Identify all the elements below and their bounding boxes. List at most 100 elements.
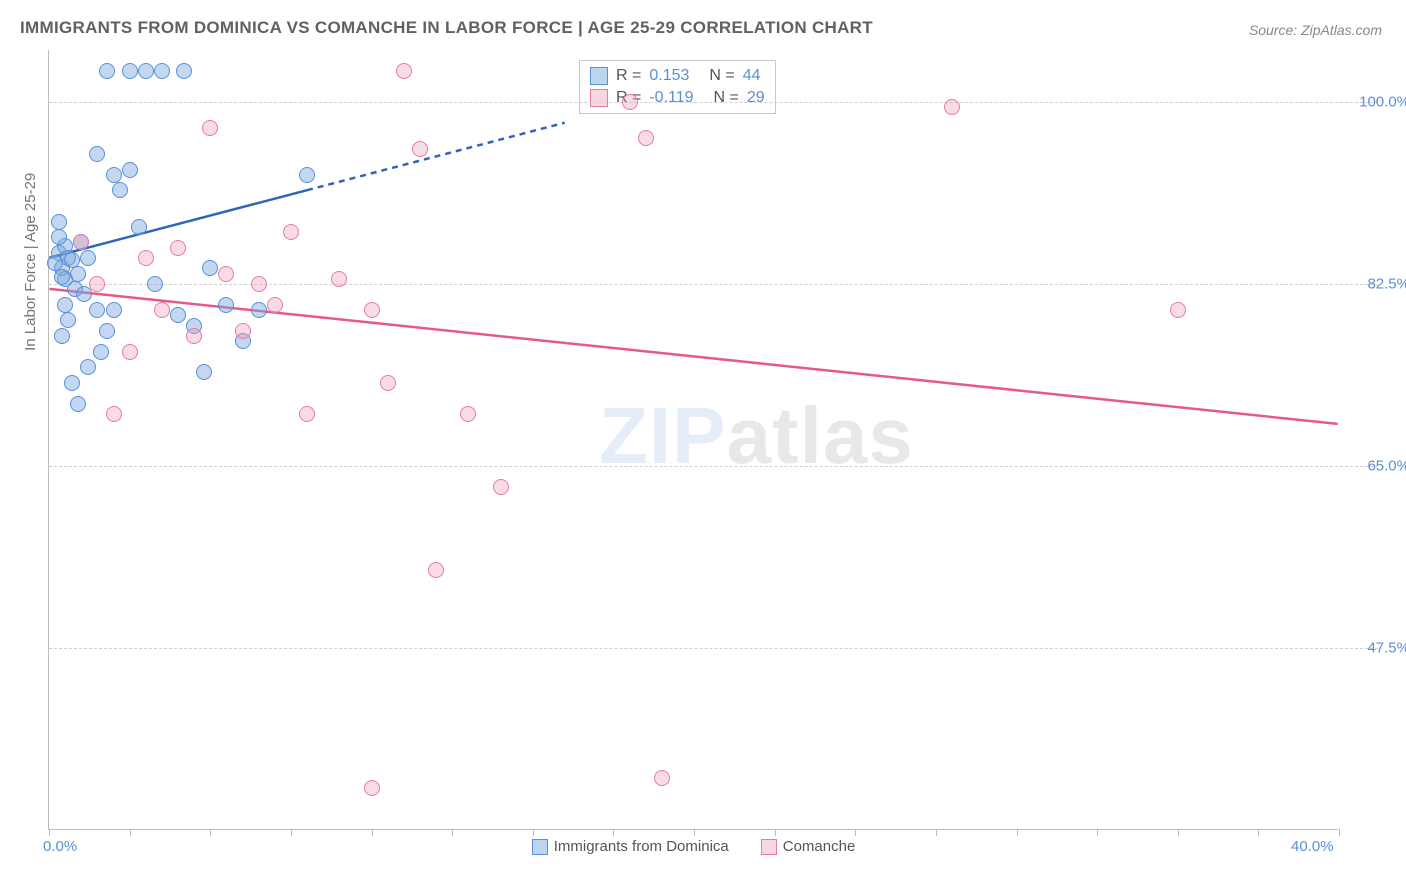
scatter-point <box>1170 302 1186 318</box>
ytick-label: 47.5% <box>1367 640 1406 657</box>
scatter-point <box>364 302 380 318</box>
scatter-point <box>154 302 170 318</box>
scatter-point <box>186 328 202 344</box>
xtick <box>613 829 614 836</box>
scatter-point <box>106 167 122 183</box>
scatter-point <box>73 234 89 250</box>
scatter-point <box>267 297 283 313</box>
scatter-point <box>138 250 154 266</box>
ytick-label: 100.0% <box>1359 94 1406 111</box>
scatter-point <box>106 302 122 318</box>
scatter-point <box>89 146 105 162</box>
xtick <box>291 829 292 836</box>
scatter-point <box>64 375 80 391</box>
scatter-point <box>122 344 138 360</box>
scatter-point <box>638 130 654 146</box>
scatter-point <box>622 94 638 110</box>
swatch-blue <box>590 67 608 85</box>
scatter-point <box>412 141 428 157</box>
scatter-point <box>196 364 212 380</box>
scatter-point <box>51 214 67 230</box>
xtick <box>936 829 937 836</box>
scatter-point <box>60 312 76 328</box>
legend-swatch-blue <box>532 839 548 855</box>
scatter-point <box>944 99 960 115</box>
scatter-point <box>283 224 299 240</box>
scatter-point <box>396 63 412 79</box>
scatter-point <box>202 120 218 136</box>
scatter-point <box>331 271 347 287</box>
scatter-point <box>202 260 218 276</box>
scatter-point <box>154 63 170 79</box>
scatter-point <box>112 182 128 198</box>
scatter-point <box>654 770 670 786</box>
r-value-pink: -0.119 <box>649 89 693 107</box>
scatter-point <box>364 780 380 796</box>
scatter-point <box>89 302 105 318</box>
scatter-point <box>54 328 70 344</box>
scatter-point <box>299 167 315 183</box>
scatter-point <box>176 63 192 79</box>
scatter-point <box>131 219 147 235</box>
swatch-pink <box>590 89 608 107</box>
xtick <box>1178 829 1179 836</box>
scatter-point <box>428 562 444 578</box>
scatter-point <box>299 406 315 422</box>
scatter-point <box>99 323 115 339</box>
scatter-point <box>251 276 267 292</box>
scatter-point <box>70 396 86 412</box>
r-label: R = <box>616 67 641 85</box>
legend: Immigrants from Dominica Comanche <box>49 838 1338 855</box>
stats-box: R = 0.153 N = 44 R = -0.119 N = 29 <box>579 60 776 114</box>
source-attribution: Source: ZipAtlas.com <box>1249 22 1382 38</box>
xtick <box>1017 829 1018 836</box>
xtick <box>452 829 453 836</box>
scatter-point <box>138 63 154 79</box>
scatter-point <box>57 297 73 313</box>
xtick <box>49 829 50 836</box>
scatter-point <box>106 406 122 422</box>
scatter-point <box>147 276 163 292</box>
ytick-label: 82.5% <box>1367 276 1406 293</box>
xtick-label: 0.0% <box>43 838 77 855</box>
legend-item-pink: Comanche <box>761 838 856 855</box>
scatter-point <box>99 63 115 79</box>
xtick-label: 40.0% <box>1291 838 1334 855</box>
scatter-point <box>122 162 138 178</box>
trend-lines <box>49 50 1338 829</box>
ytick-label: 65.0% <box>1367 458 1406 475</box>
stats-row-pink: R = -0.119 N = 29 <box>590 87 765 109</box>
gridline-h <box>49 284 1378 285</box>
legend-label: Comanche <box>783 838 856 855</box>
n-label: N = <box>714 89 739 107</box>
n-label: N = <box>709 67 734 85</box>
scatter-point <box>493 479 509 495</box>
stats-row-blue: R = 0.153 N = 44 <box>590 65 765 87</box>
watermark: ZIPatlas <box>599 390 914 482</box>
y-axis-label: In Labor Force | Age 25-29 <box>22 173 39 351</box>
xtick <box>130 829 131 836</box>
chart-title: IMMIGRANTS FROM DOMINICA VS COMANCHE IN … <box>20 18 873 38</box>
scatter-point <box>235 323 251 339</box>
scatter-point <box>70 266 86 282</box>
xtick <box>775 829 776 836</box>
scatter-point <box>54 269 70 285</box>
scatter-point <box>380 375 396 391</box>
scatter-point <box>460 406 476 422</box>
scatter-point <box>122 63 138 79</box>
xtick <box>372 829 373 836</box>
scatter-point <box>89 276 105 292</box>
scatter-point <box>93 344 109 360</box>
scatter-point <box>80 250 96 266</box>
legend-item-blue: Immigrants from Dominica <box>532 838 729 855</box>
xtick <box>1097 829 1098 836</box>
scatter-point <box>251 302 267 318</box>
xtick <box>694 829 695 836</box>
scatter-point <box>218 266 234 282</box>
n-value-blue: 44 <box>743 67 761 85</box>
legend-label: Immigrants from Dominica <box>554 838 729 855</box>
gridline-h <box>49 648 1378 649</box>
xtick <box>210 829 211 836</box>
xtick <box>533 829 534 836</box>
legend-swatch-pink <box>761 839 777 855</box>
